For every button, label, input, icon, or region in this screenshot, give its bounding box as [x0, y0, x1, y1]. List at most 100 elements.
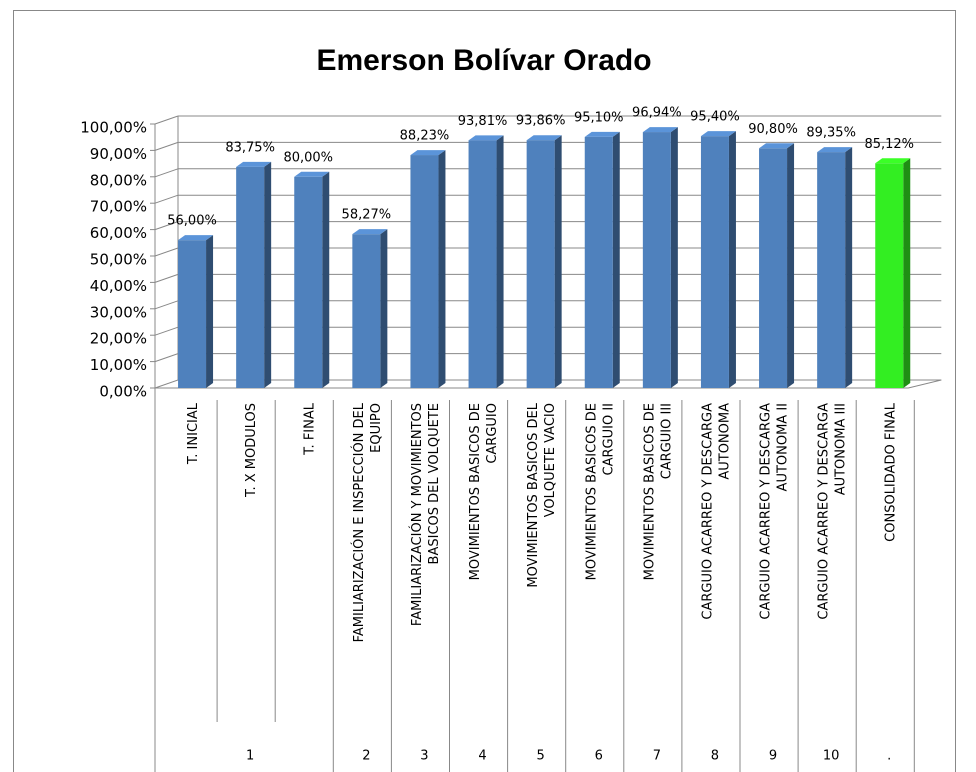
x-tick-label: T. X MODULOS: [244, 403, 259, 498]
x-tick-label: EQUIPO: [369, 403, 384, 453]
y-tick-label: 10,00%: [90, 356, 147, 374]
bar: [178, 235, 214, 388]
bar: [468, 135, 504, 388]
bar-side: [322, 171, 330, 388]
data-label: 93,86%: [516, 114, 566, 129]
bar: [700, 131, 736, 389]
chart-title: Emerson Bolívar Orado: [316, 44, 651, 77]
bar-top: [526, 135, 562, 141]
bar-side: [612, 131, 620, 388]
bar-top: [294, 171, 330, 177]
x-tick-label: CARGUIO ACARREO Y DESCARGA: [817, 403, 832, 620]
y-tick-label: 70,00%: [90, 198, 147, 216]
data-label: 85,12%: [864, 137, 914, 152]
x-tick-label: VOLQUETE VACIO: [543, 403, 558, 517]
group-label: 9: [769, 749, 777, 764]
x-tick-label: AUTONOMA III: [834, 403, 849, 495]
group-label: 2: [362, 749, 370, 764]
data-label: 93,81%: [458, 114, 508, 129]
bar-top: [817, 147, 853, 153]
bar: [875, 158, 911, 388]
data-label: 89,35%: [806, 126, 856, 141]
group-label: 7: [653, 749, 661, 764]
data-label: 80,00%: [283, 150, 333, 165]
data-label: 95,10%: [574, 110, 624, 125]
bar-front: [759, 148, 788, 388]
bar-top: [759, 143, 795, 149]
bar-front: [468, 140, 497, 388]
bar-top: [410, 150, 446, 156]
bar-side: [787, 143, 795, 388]
y-tick-label: 20,00%: [90, 330, 147, 348]
side-grid-line: [154, 379, 179, 389]
bar-side: [206, 235, 214, 388]
y-tick-label: 0,00%: [99, 383, 147, 401]
group-label: 6: [595, 749, 603, 764]
side-grid-line: [154, 273, 179, 283]
group-label: 10: [823, 749, 840, 764]
bar: [642, 127, 678, 388]
data-label: 95,40%: [690, 110, 740, 125]
y-tick-label: 50,00%: [90, 251, 147, 269]
bar-side: [903, 158, 911, 388]
bar: [526, 135, 562, 388]
bar-front: [410, 155, 439, 388]
bar-side: [554, 135, 562, 388]
y-tick-label: 40,00%: [90, 277, 147, 295]
group-label: .: [887, 749, 891, 764]
y-tick-label: 100,00%: [80, 119, 147, 137]
bar-front: [700, 136, 729, 388]
side-grid-line: [154, 141, 179, 151]
bar: [236, 161, 272, 388]
bar-side: [380, 229, 388, 388]
x-tick-label: CARGUIO II: [601, 403, 616, 475]
x-tick-label: MOVIMIENTOS BASICOS DE: [642, 403, 657, 580]
bar-top: [178, 235, 214, 241]
bar-top: [700, 131, 736, 137]
x-tick-label: CARGUIO ACARREO Y DESCARGA: [700, 403, 715, 620]
side-grid-line: [154, 353, 179, 363]
x-tick-label: T. INICIAL: [186, 402, 201, 465]
group-label: 3: [420, 749, 428, 764]
floor: [155, 379, 942, 389]
side-grid-line: [154, 326, 179, 336]
x-tick-label: CONSOLIDADO FINAL: [883, 402, 898, 542]
x-tick-label: CARGUIO ACARREO Y DESCARGA: [759, 403, 774, 620]
bar: [410, 150, 446, 388]
group-label: 4: [478, 749, 486, 764]
bar: [817, 147, 853, 388]
bar-top: [468, 135, 504, 141]
x-tick-label: FAMILIARIZACIÓN Y MOVIMIENTOS: [409, 403, 425, 626]
bar-top: [352, 229, 388, 235]
bar: [352, 229, 388, 388]
data-label: 83,75%: [225, 140, 275, 155]
side-grid-line: [154, 221, 179, 231]
data-label: 96,94%: [632, 106, 682, 121]
bar-top: [642, 127, 678, 133]
bar-front: [178, 240, 207, 388]
x-tick-label: T. FINAL: [302, 402, 317, 456]
bar-front: [817, 152, 846, 388]
bar-front: [236, 166, 265, 388]
data-label: 90,80%: [748, 122, 798, 137]
bar-side: [728, 131, 736, 389]
x-tick-label: MOVIMIENTOS BASICOS DE: [584, 403, 599, 580]
y-tick-label: 80,00%: [90, 171, 147, 189]
x-tick-label: CARGUIO III: [659, 403, 674, 479]
data-label: 88,23%: [400, 129, 450, 144]
bar-side: [845, 147, 853, 388]
bar-front: [352, 234, 381, 388]
bar-side: [438, 150, 446, 388]
bar-front: [584, 136, 613, 388]
bar-front: [526, 140, 555, 388]
bar-side: [264, 161, 272, 388]
side-grid-line: [154, 247, 179, 257]
data-label: 58,27%: [342, 208, 392, 223]
group-label: 8: [711, 749, 719, 764]
bar-top: [236, 161, 272, 167]
x-tick-label: CARGUIO: [485, 403, 500, 464]
y-tick-label: 90,00%: [90, 145, 147, 163]
side-grid-line: [154, 194, 179, 204]
x-tick-label: AUTONOMA II: [776, 403, 791, 491]
